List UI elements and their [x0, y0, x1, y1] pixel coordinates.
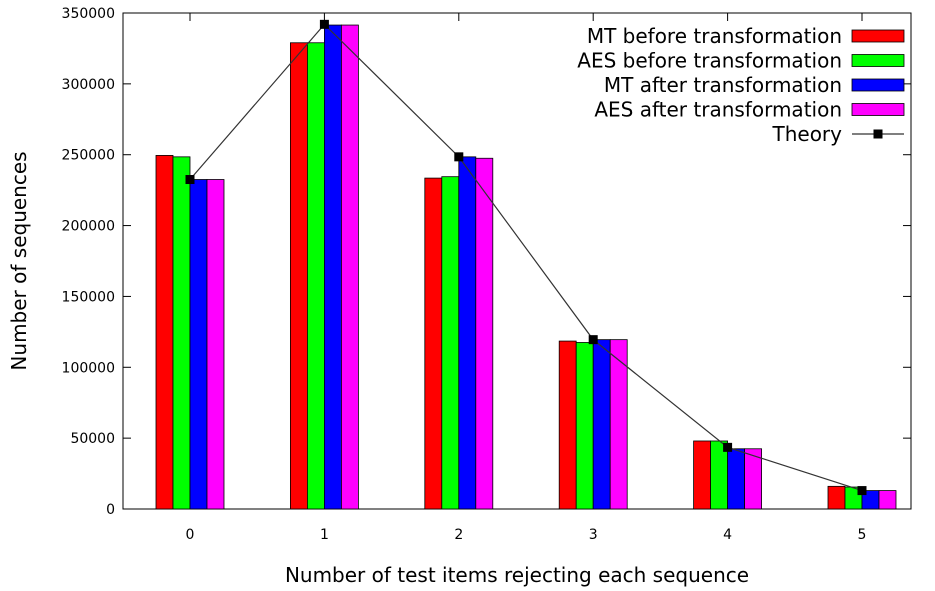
legend-label: MT after transformation	[604, 73, 842, 97]
theory-point	[185, 175, 195, 185]
legend-label: AES after transformation	[594, 98, 842, 122]
theory-point	[857, 486, 867, 496]
y-tick-label: 250000	[62, 148, 115, 164]
y-tick-label: 50000	[70, 431, 115, 447]
x-tick-label: 4	[723, 527, 732, 543]
theory-line-group	[185, 19, 867, 496]
bar	[744, 448, 762, 510]
legend-swatch	[851, 78, 905, 92]
y-tick-label: 350000	[62, 6, 115, 22]
y-tick-label: 0	[106, 502, 115, 518]
bar	[189, 179, 208, 510]
theory-point	[723, 442, 733, 452]
theory-point	[588, 335, 598, 345]
bar	[827, 485, 846, 510]
bar-series-group	[155, 24, 897, 510]
x-tick-label: 3	[589, 527, 598, 543]
bar	[306, 42, 325, 510]
legend-swatch	[851, 103, 905, 116]
bar	[558, 340, 577, 510]
x-tick-label: 5	[858, 527, 867, 543]
bar	[172, 156, 191, 510]
bar	[340, 24, 359, 510]
bar	[458, 156, 477, 510]
y-tick-label: 150000	[62, 289, 115, 305]
theory-point	[454, 152, 464, 162]
bar	[323, 24, 342, 510]
theory-point	[319, 19, 329, 29]
bar	[155, 155, 174, 510]
bar	[592, 339, 611, 510]
bar	[878, 490, 897, 510]
x-axis-title: Number of test items rejecting each sequ…	[285, 563, 749, 587]
legend-swatch	[851, 29, 905, 43]
bar	[424, 177, 443, 510]
legend-label: MT before transformation	[587, 24, 842, 48]
y-tick-label: 100000	[62, 360, 115, 376]
x-tick-label: 1	[320, 527, 329, 543]
legend-marker	[873, 129, 883, 139]
bar	[609, 339, 628, 510]
y-axis-title: Number of sequences	[7, 151, 31, 370]
legend-label: Theory	[772, 122, 843, 146]
bar	[206, 179, 225, 510]
y-tick-label: 200000	[62, 219, 115, 235]
bar	[475, 157, 494, 510]
x-tick-label: 2	[454, 527, 463, 543]
legend-label: AES before transformation	[577, 49, 842, 73]
y-axis: 0 50000 100000 150000 200000 250000 300000 3500…	[62, 6, 911, 518]
bar	[575, 342, 594, 510]
x-tick-label: 0	[186, 527, 195, 543]
bar	[693, 440, 711, 510]
bar	[727, 448, 745, 510]
legend-swatch	[851, 54, 905, 67]
theory-line	[189, 23, 863, 492]
bar	[289, 42, 308, 510]
bar	[441, 176, 460, 510]
plot-frame	[122, 12, 912, 510]
y-tick-label: 300000	[62, 77, 115, 93]
